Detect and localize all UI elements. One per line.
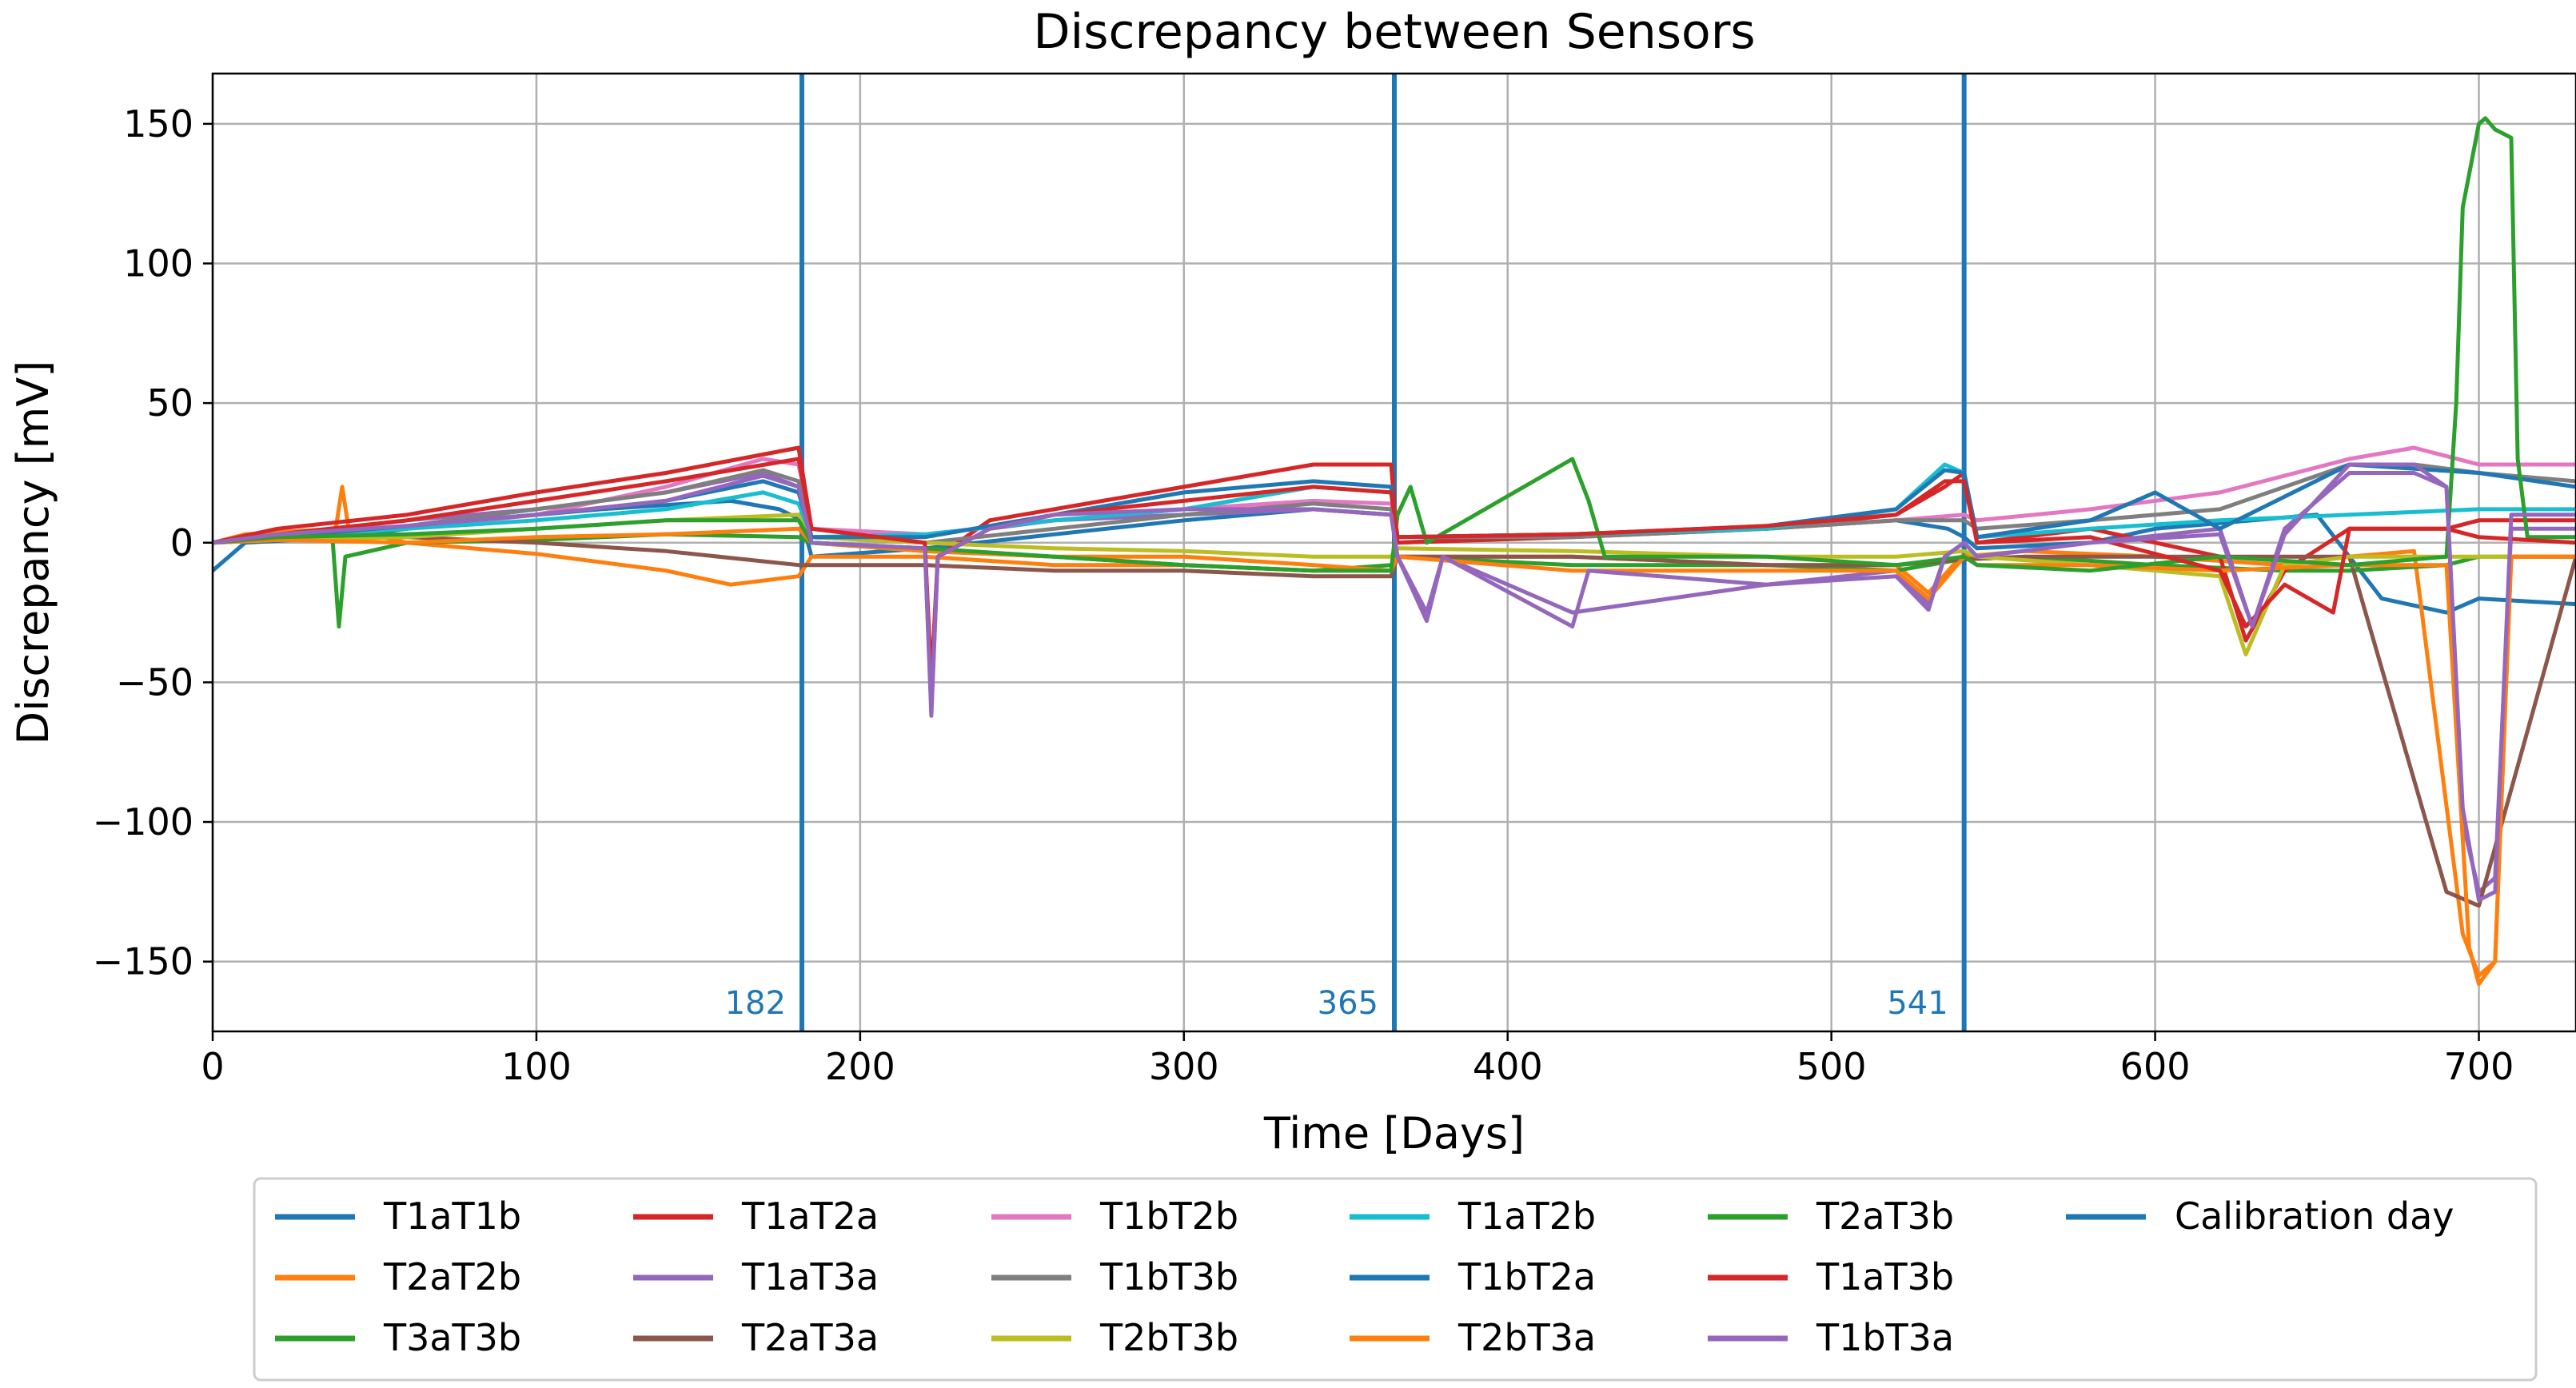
legend-label: T1bT3a: [1816, 1316, 1954, 1359]
y-tick-label: 150: [123, 102, 193, 146]
legend-label: T1aT1b: [383, 1195, 521, 1238]
legend-label: T1aT2a: [741, 1195, 879, 1238]
x-tick-label: 200: [825, 1045, 895, 1088]
x-axis-label: Time [Days]: [1263, 1108, 1525, 1159]
legend-label: T1bT2a: [1457, 1255, 1596, 1298]
series-line-T1bT3b: [213, 462, 2576, 545]
x-tick-label: 700: [2444, 1045, 2514, 1088]
plot-frame: [211, 72, 2576, 1033]
y-tick-label: −100: [93, 800, 193, 844]
legend-label: T2bT3b: [1099, 1316, 1238, 1359]
y-tick-label: 100: [123, 242, 193, 285]
x-tick-label: 300: [1149, 1045, 1219, 1088]
x-tick-label: 0: [201, 1045, 224, 1088]
series-line-T1bT3a: [213, 462, 2576, 903]
legend-label: T1aT2b: [1457, 1195, 1596, 1238]
legend-label: T2aT3a: [741, 1316, 879, 1359]
legend-label: T2aT3b: [1816, 1195, 1954, 1238]
x-axis-ticks: 0 100 200 300 400 500 600 700: [201, 1031, 2514, 1088]
legend-label: T1aT3a: [741, 1255, 879, 1298]
series-line-T2bT3a: [213, 526, 2576, 987]
legend-label: T3aT3b: [383, 1316, 521, 1359]
chart-title: Discrepancy between Sensors: [1033, 4, 1755, 60]
x-tick-label: 500: [1796, 1045, 1867, 1088]
y-tick-label: 50: [146, 381, 193, 425]
calibration-day-label: 182: [725, 985, 786, 1022]
y-tick-label: 0: [170, 521, 193, 564]
series-line-T1aT3b: [213, 457, 2576, 684]
y-axis-ticks: 150 100 50 0 −50 −100 −150: [93, 102, 213, 983]
legend-label: T1aT3b: [1816, 1255, 1954, 1298]
legend-label: T2bT3a: [1457, 1316, 1596, 1359]
calibration-day-label: 365: [1318, 985, 1378, 1022]
calibration-day-label: 541: [1887, 985, 1948, 1022]
y-tick-label: −50: [116, 660, 193, 704]
y-tick-label: −150: [93, 940, 193, 983]
series-line-T2aT3b: [213, 116, 2576, 573]
legend-label: T1bT3b: [1099, 1255, 1238, 1298]
x-tick-label: 400: [1473, 1045, 1543, 1088]
legend-label: T1bT2b: [1099, 1195, 1238, 1238]
x-tick-label: 100: [501, 1045, 572, 1088]
legend: T1aT1b T2aT2b T3aT3b T1aT2a T1aT3a T2aT3a T1bT…: [253, 1177, 2538, 1382]
y-axis-label: Discrepancy [mV]: [8, 361, 58, 745]
legend-label: Calibration day: [2175, 1195, 2454, 1238]
x-tick-label: 600: [2120, 1045, 2191, 1088]
legend-label: T2aT2b: [383, 1255, 521, 1298]
series-lines: [213, 116, 2576, 987]
